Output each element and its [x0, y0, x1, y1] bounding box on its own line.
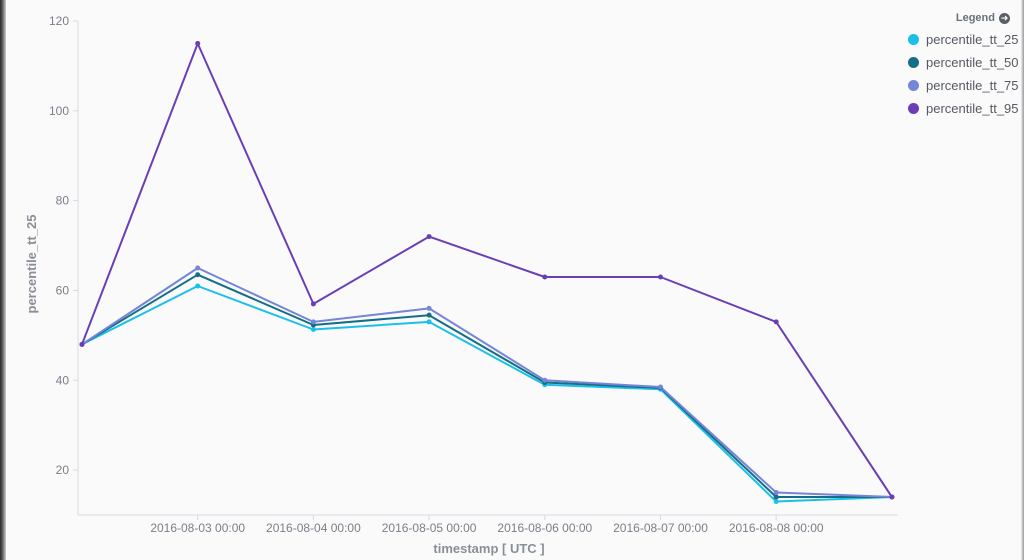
series-line-percentile_tt_25[interactable]	[81, 285, 892, 503]
legend-label: percentile_tt_50	[926, 55, 1019, 70]
chart-axes	[77, 21, 898, 516]
legend-items: percentile_tt_25 percentile_tt_50 percenti…	[908, 28, 1020, 120]
y-tick-label: 20	[56, 463, 70, 477]
series-line-percentile_tt_50[interactable]	[81, 273, 892, 498]
data-point-percentile_tt_50[interactable]	[773, 494, 779, 500]
y-tick-label: 120	[49, 14, 69, 28]
data-point-percentile_tt_95[interactable]	[658, 274, 663, 280]
x-axis-ticks: 2016-08-03 00:00 2016-08-04 00:00 2016-08-…	[150, 515, 824, 535]
data-point-percentile_tt_50[interactable]	[195, 272, 201, 278]
chart-series	[79, 40, 895, 505]
legend-label: percentile_tt_95	[926, 101, 1019, 116]
legend-item-percentile_tt_95[interactable]: percentile_tt_95	[908, 97, 1020, 120]
x-tick-label: 2016-08-03 00:00	[150, 521, 245, 535]
chart-legend: Legend ➜ percentile_tt_25 percentile_tt_5…	[908, 12, 1020, 120]
legend-swatch	[908, 103, 919, 114]
data-point-percentile_tt_75[interactable]	[773, 490, 779, 496]
legend-item-percentile_tt_50[interactable]: percentile_tt_50	[908, 51, 1020, 74]
x-tick-label: 2016-08-08 00:00	[729, 521, 824, 535]
legend-item-percentile_tt_75[interactable]: percentile_tt_75	[908, 74, 1020, 97]
series-line-percentile_tt_75[interactable]	[81, 267, 892, 498]
data-point-percentile_tt_95[interactable]	[79, 341, 85, 347]
data-point-percentile_tt_95[interactable]	[310, 301, 316, 307]
data-point-percentile_tt_95[interactable]	[889, 494, 895, 500]
data-point-percentile_tt_75[interactable]	[658, 384, 663, 390]
y-tick-label: 80	[56, 194, 70, 208]
x-tick-label: 2016-08-07 00:00	[613, 521, 708, 535]
x-axis-title: timestamp [ UTC ]	[433, 541, 544, 556]
legend-swatch	[908, 80, 919, 91]
y-axis-title: percentile_tt_25	[24, 215, 39, 314]
y-tick-label: 40	[56, 373, 70, 387]
data-point-percentile_tt_25[interactable]	[773, 499, 779, 505]
window-edge-left	[0, 0, 6, 560]
data-point-percentile_tt_25[interactable]	[195, 283, 201, 289]
y-tick-label: 60	[56, 283, 70, 297]
window-edge-right	[1021, 0, 1024, 560]
arrow-circle-right-icon: ➜	[999, 12, 1010, 24]
y-tick-label: 100	[49, 104, 69, 118]
x-tick-label: 2016-08-06 00:00	[497, 521, 592, 535]
data-point-percentile_tt_75[interactable]	[426, 305, 432, 311]
legend-label: percentile_tt_25	[926, 32, 1019, 47]
legend-item-percentile_tt_25[interactable]: percentile_tt_25	[908, 28, 1020, 51]
data-point-percentile_tt_75[interactable]	[195, 265, 201, 271]
legend-swatch	[908, 57, 919, 68]
data-point-percentile_tt_75[interactable]	[310, 319, 316, 325]
data-point-percentile_tt_75[interactable]	[542, 377, 548, 383]
legend-title: Legend	[955, 12, 995, 24]
data-point-percentile_tt_95[interactable]	[773, 319, 779, 325]
x-tick-label: 2016-08-04 00:00	[266, 521, 361, 535]
data-point-percentile_tt_95[interactable]	[195, 40, 201, 46]
data-point-percentile_tt_25[interactable]	[426, 319, 432, 325]
data-point-percentile_tt_95[interactable]	[426, 234, 432, 240]
series-line-percentile_tt_95[interactable]	[81, 42, 893, 498]
legend-label: percentile_tt_75	[926, 78, 1019, 93]
data-point-percentile_tt_50[interactable]	[426, 312, 432, 318]
data-point-percentile_tt_25[interactable]	[310, 327, 316, 333]
y-axis-ticks: 20 40 60 80 100 120	[49, 14, 78, 477]
x-tick-label: 2016-08-05 00:00	[382, 521, 477, 535]
legend-swatch	[908, 34, 919, 45]
data-point-percentile_tt_95[interactable]	[542, 274, 548, 280]
legend-header-toggle[interactable]: Legend ➜	[908, 12, 1020, 24]
